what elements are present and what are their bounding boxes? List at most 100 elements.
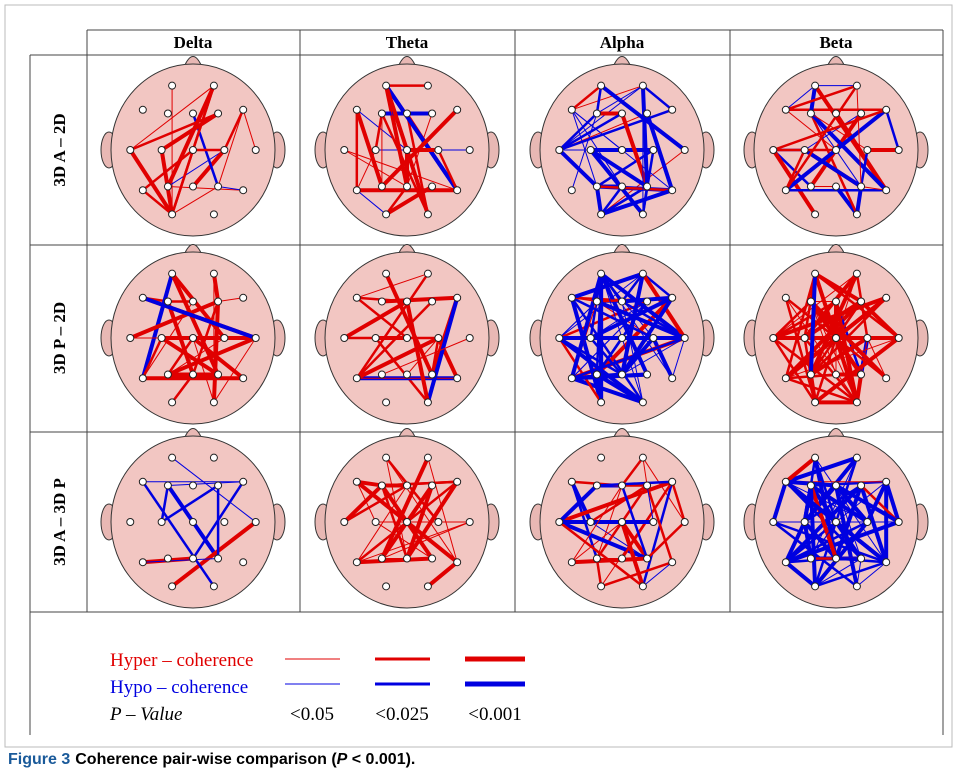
caption: Figure 3 Coherence pair-wise comparison (… <box>8 751 415 768</box>
electrode <box>404 298 411 305</box>
electrode <box>801 519 808 526</box>
electrode <box>353 478 360 485</box>
electrode <box>619 555 626 562</box>
electrode <box>190 147 197 154</box>
electrode <box>883 187 890 194</box>
electrode <box>215 555 222 562</box>
page: {"table":{"columns":["Delta","Theta","Al… <box>0 0 958 773</box>
electrode <box>190 335 197 342</box>
electrode <box>353 294 360 301</box>
electrode <box>164 555 171 562</box>
head-map <box>530 429 714 609</box>
head-map <box>315 57 499 237</box>
electrode <box>240 106 247 113</box>
electrode <box>240 187 247 194</box>
electrode <box>215 183 222 190</box>
electrode <box>210 211 217 218</box>
electrode <box>619 298 626 305</box>
electrode <box>404 147 411 154</box>
electrode <box>833 183 840 190</box>
electrode <box>169 82 176 89</box>
legend-hyper: Hyper – coherence <box>110 650 253 671</box>
electrode <box>383 399 390 406</box>
electrode <box>454 294 461 301</box>
electrode <box>372 335 379 342</box>
head-map <box>530 245 714 425</box>
electrode <box>240 478 247 485</box>
electrode <box>593 298 600 305</box>
electrode <box>639 82 646 89</box>
electrode <box>619 110 626 117</box>
electrode <box>454 187 461 194</box>
electrode <box>782 294 789 301</box>
electrode <box>853 211 860 218</box>
electrode <box>454 375 461 382</box>
electrode <box>466 335 473 342</box>
electrode <box>466 147 473 154</box>
electrode <box>619 519 626 526</box>
electrode <box>252 147 259 154</box>
electrode <box>353 375 360 382</box>
column-header: Alpha <box>600 33 645 52</box>
electrode <box>424 454 431 461</box>
electrode <box>644 183 651 190</box>
electrode <box>190 555 197 562</box>
caption-label: Figure 3 <box>8 751 70 768</box>
caption-rest: < 0.001). <box>347 751 415 768</box>
electrode <box>619 371 626 378</box>
electrode <box>190 110 197 117</box>
electrode <box>169 399 176 406</box>
electrode <box>833 482 840 489</box>
electrode <box>644 555 651 562</box>
electrode <box>383 270 390 277</box>
electrode <box>568 106 575 113</box>
electrode <box>404 555 411 562</box>
electrode <box>404 371 411 378</box>
row-header: 3D A – 3D P <box>50 478 69 566</box>
electrode <box>568 294 575 301</box>
electrode <box>158 519 165 526</box>
electrode <box>429 298 436 305</box>
electrode <box>639 454 646 461</box>
electrode <box>139 375 146 382</box>
electrode <box>210 399 217 406</box>
electrode <box>169 270 176 277</box>
electrode <box>190 519 197 526</box>
head-map <box>315 245 499 425</box>
electrode <box>353 559 360 566</box>
electrode <box>164 482 171 489</box>
electrode <box>864 147 871 154</box>
electrode <box>644 371 651 378</box>
electrode <box>812 583 819 590</box>
electrode <box>252 519 259 526</box>
electrode <box>341 147 348 154</box>
electrode <box>883 478 890 485</box>
electrode <box>404 482 411 489</box>
electrode <box>807 183 814 190</box>
electrode <box>644 482 651 489</box>
electrode <box>833 519 840 526</box>
electrode <box>252 335 259 342</box>
electrode <box>210 583 217 590</box>
electrode <box>190 298 197 305</box>
electrode <box>853 270 860 277</box>
electrode <box>801 147 808 154</box>
electrode <box>639 583 646 590</box>
electrode <box>378 298 385 305</box>
electrode <box>221 147 228 154</box>
caption-text: Coherence pair-wise comparison ( <box>75 751 337 768</box>
electrode <box>435 335 442 342</box>
electrode <box>669 187 676 194</box>
electrode <box>812 399 819 406</box>
figure: Hyper – coherence Hypo – coherence P – V… <box>0 0 958 773</box>
electrode <box>139 478 146 485</box>
electrode <box>807 555 814 562</box>
electrode <box>782 375 789 382</box>
electrode <box>190 482 197 489</box>
electrode <box>240 559 247 566</box>
electrode <box>782 478 789 485</box>
electrode <box>424 583 431 590</box>
electrode <box>801 335 808 342</box>
electrode <box>807 110 814 117</box>
electrode <box>378 183 385 190</box>
